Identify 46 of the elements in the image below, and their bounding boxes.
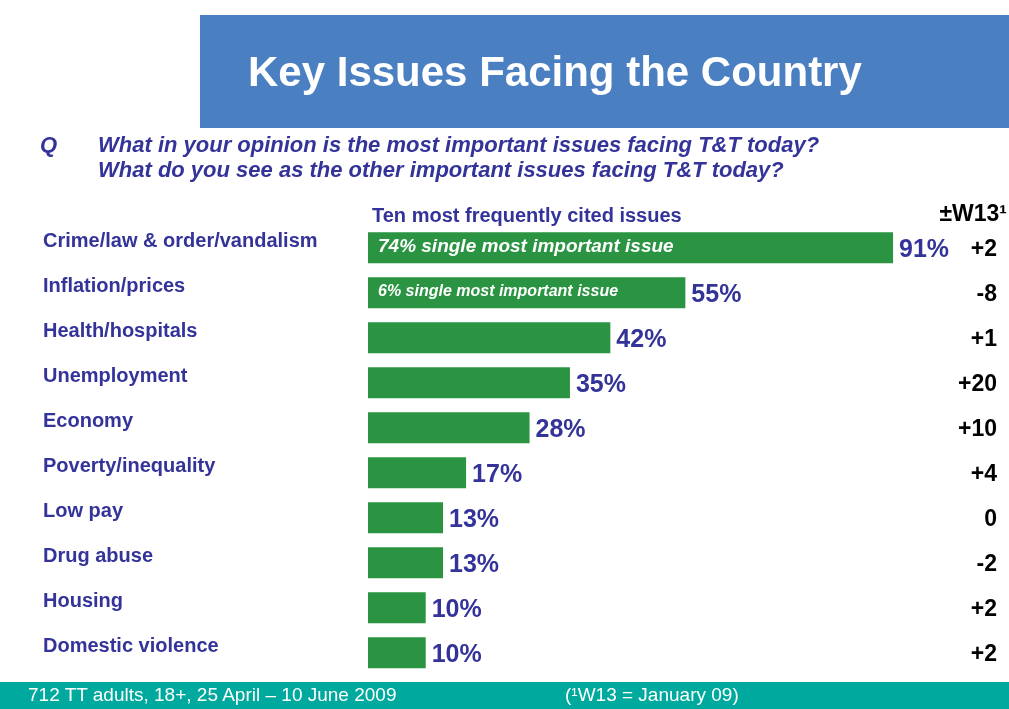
bar <box>368 457 467 489</box>
data-label: 17% <box>472 458 523 487</box>
annotation: 74% single most important issue <box>378 233 674 258</box>
text: +4 <box>970 458 997 487</box>
data-label: 28% <box>535 413 586 442</box>
y-tick-label: Housing <box>43 588 123 613</box>
bar <box>368 412 530 444</box>
y-tick-label: Health/hospitals <box>43 318 198 343</box>
x-axis-title: Ten most frequently cited issues <box>372 204 682 227</box>
bar <box>368 592 426 624</box>
data-label: 10% <box>431 593 482 622</box>
y-tick-label: Domestic violence <box>43 633 219 658</box>
data-label: 13% <box>449 548 500 577</box>
bar <box>368 322 611 354</box>
text: 0 <box>984 503 997 532</box>
text: +2 <box>970 638 997 667</box>
y-tick-label: Low pay <box>43 498 124 523</box>
data-label: 13% <box>449 503 500 532</box>
bar <box>368 502 444 534</box>
text: +2 <box>970 593 997 622</box>
y-tick-label: Drug abuse <box>43 543 154 568</box>
text: +20 <box>957 368 997 397</box>
text: ±W13¹ <box>939 200 1007 227</box>
y-tick-label: Inflation/prices <box>43 273 186 298</box>
data-label: 10% <box>431 638 482 667</box>
text: +1 <box>970 323 997 352</box>
y-tick-label: Economy <box>43 408 134 433</box>
text: -8 <box>976 278 997 307</box>
text: +10 <box>957 413 997 442</box>
annotation: 6% single most important issue <box>378 280 619 301</box>
text: Q What in your opinion is the most important issues facing T&T today? What do you see as the other important issues facing T&T today? <box>40 132 820 182</box>
text: -2 <box>976 548 997 577</box>
data-label: 42% <box>616 323 667 352</box>
text: (¹W13 = January 09) <box>565 684 739 706</box>
text: +2 <box>970 233 997 262</box>
bar <box>368 637 426 669</box>
text: 712 TT adults, 18+, 25 April – 10 June 2009 <box>28 684 397 706</box>
y-tick-label: Poverty/inequality <box>43 453 216 478</box>
data-label: 55% <box>691 278 742 307</box>
data-label: 35% <box>575 368 626 397</box>
bar <box>368 547 444 579</box>
data-label: 91% <box>899 233 950 262</box>
y-tick-label: Unemployment <box>43 363 188 388</box>
bar <box>368 367 570 399</box>
y-tick-label: Crime/law & order/vandalism <box>43 228 318 253</box>
chart-title: Key Issues Facing the Country <box>200 15 1009 128</box>
